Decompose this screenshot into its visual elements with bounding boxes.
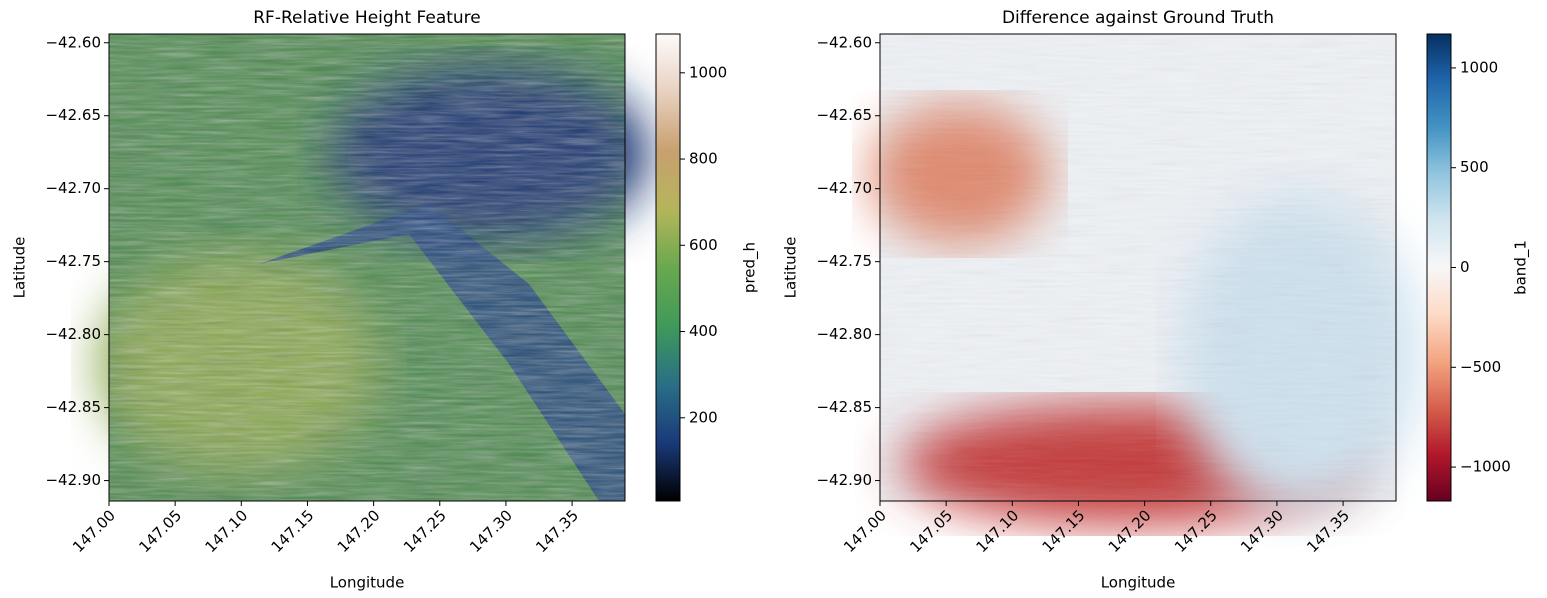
y-tick-label: −42.75 bbox=[45, 252, 101, 270]
y-tick-label: −42.65 bbox=[816, 106, 872, 124]
y-axis-label: Latitude bbox=[782, 237, 800, 299]
x-tick-label: 147.05 bbox=[906, 506, 956, 556]
y-tick-label: −42.65 bbox=[45, 106, 101, 124]
x-axis-label: Longitude bbox=[1101, 574, 1176, 592]
colorbar-label: band_1 bbox=[1512, 240, 1531, 295]
y-tick-label: −42.85 bbox=[45, 398, 101, 416]
colorbar-tick-label: 1000 bbox=[1460, 58, 1498, 76]
y-axis-label: Latitude bbox=[11, 237, 29, 299]
axes-frame bbox=[879, 33, 1397, 502]
x-tick-label: 147.25 bbox=[400, 506, 450, 556]
x-tick-label: 147.00 bbox=[69, 506, 119, 556]
x-tick-label: 147.05 bbox=[135, 506, 185, 556]
colorbar-tick-label: 600 bbox=[689, 236, 718, 254]
x-tick-label: 147.10 bbox=[201, 506, 251, 556]
heatmap-image bbox=[99, 34, 649, 501]
y-tick-label: −42.80 bbox=[816, 325, 872, 343]
x-tick-label: 147.35 bbox=[1303, 506, 1353, 556]
y-tick-label: −42.60 bbox=[816, 33, 872, 51]
colorbar-tick-label: 200 bbox=[689, 408, 718, 426]
colorbar-tick-label: 0 bbox=[1460, 258, 1470, 276]
colorbar bbox=[1426, 33, 1452, 502]
colorbar-tick-label: −500 bbox=[1460, 358, 1501, 376]
heatmap-image bbox=[870, 34, 1420, 524]
y-tick-label: −42.75 bbox=[816, 252, 872, 270]
x-tick-label: 147.20 bbox=[334, 506, 384, 556]
axes-frame bbox=[108, 33, 626, 502]
x-tick-label: 147.10 bbox=[972, 506, 1022, 556]
y-tick-label: −42.85 bbox=[816, 398, 872, 416]
colorbar-tick-label: −1000 bbox=[1460, 458, 1511, 476]
colorbar-tick-label: 500 bbox=[1460, 158, 1489, 176]
colorbar-tick-label: 400 bbox=[689, 322, 718, 340]
x-axis-label: Longitude bbox=[330, 574, 405, 592]
y-tick-label: −42.90 bbox=[816, 471, 872, 489]
x-tick-label: 147.00 bbox=[840, 506, 890, 556]
y-tick-label: −42.80 bbox=[45, 325, 101, 343]
x-tick-label: 147.15 bbox=[268, 506, 318, 556]
y-tick-label: −42.70 bbox=[45, 179, 101, 197]
y-tick-label: −42.70 bbox=[816, 179, 872, 197]
y-tick-label: −42.60 bbox=[45, 33, 101, 51]
y-tick-label: −42.90 bbox=[45, 471, 101, 489]
raster-noise bbox=[880, 34, 1396, 501]
raster-noise bbox=[109, 34, 625, 501]
colorbar-tick-label: 1000 bbox=[689, 63, 727, 81]
colorbar bbox=[655, 33, 681, 502]
x-tick-label: 147.30 bbox=[466, 506, 516, 556]
colorbar-label: pred_h bbox=[741, 242, 760, 293]
x-tick-label: 147.35 bbox=[532, 506, 582, 556]
chart-title: RF-Relative Height Feature bbox=[253, 8, 481, 28]
colorbar-tick-label: 800 bbox=[689, 150, 718, 168]
chart-title: Difference against Ground Truth bbox=[1002, 8, 1274, 28]
